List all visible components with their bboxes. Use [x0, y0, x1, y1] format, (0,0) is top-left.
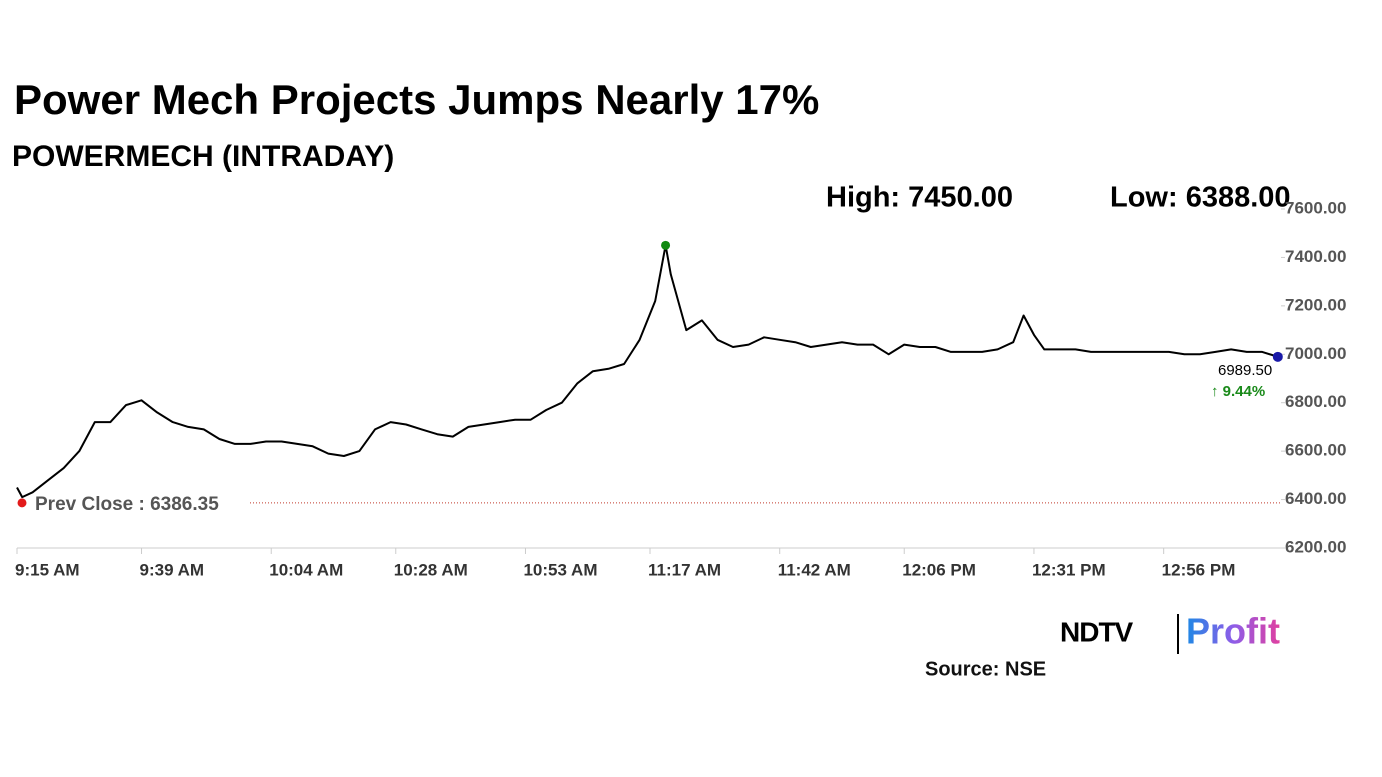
prev-close-label: Prev Close : 6386.35: [35, 494, 219, 515]
y-tick-label: 7400.00: [1285, 247, 1346, 266]
x-tick-label: 9:39 AM: [140, 560, 205, 579]
x-tick-label: 9:15 AM: [15, 560, 80, 579]
y-tick-label: 6600.00: [1285, 441, 1346, 460]
x-tick-label: 12:06 PM: [902, 560, 976, 579]
logo-ndtv: NDTV: [1060, 616, 1134, 647]
y-tick-label: 7600.00: [1285, 198, 1346, 217]
high-marker: [661, 240, 671, 250]
y-tick-label: 6200.00: [1285, 537, 1346, 556]
source: Source: NSE: [925, 658, 1046, 680]
price-line: [16, 244, 1279, 499]
logo-profit: Profit: [1186, 611, 1280, 652]
chart-subtitle: POWERMECH (INTRADAY): [12, 140, 394, 173]
change-label: ↑ 9.44%: [1211, 383, 1265, 400]
y-tick-label: 7000.00: [1285, 344, 1346, 363]
y-tick-label: 7200.00: [1285, 295, 1346, 314]
last-value-label: 6989.50: [1218, 362, 1272, 379]
x-tick-label: 10:28 AM: [394, 560, 468, 579]
last-marker: [1272, 351, 1283, 362]
prev-close-marker: [17, 498, 27, 508]
low-label: Low: 6388.00: [1110, 182, 1291, 214]
x-tick-label: 12:31 PM: [1032, 560, 1106, 579]
high-label: High: 7450.00: [826, 182, 1013, 214]
y-tick-label: 6400.00: [1285, 489, 1346, 508]
x-tick-label: 10:53 AM: [523, 560, 597, 579]
x-tick-label: 11:42 AM: [778, 560, 851, 579]
x-tick-label: 12:56 PM: [1162, 560, 1236, 579]
x-tick-label: 10:04 AM: [269, 560, 343, 579]
x-tick-label: 11:17 AM: [648, 560, 721, 579]
chart-title: Power Mech Projects Jumps Nearly 17%: [14, 76, 819, 123]
y-tick-label: 6800.00: [1285, 392, 1346, 411]
